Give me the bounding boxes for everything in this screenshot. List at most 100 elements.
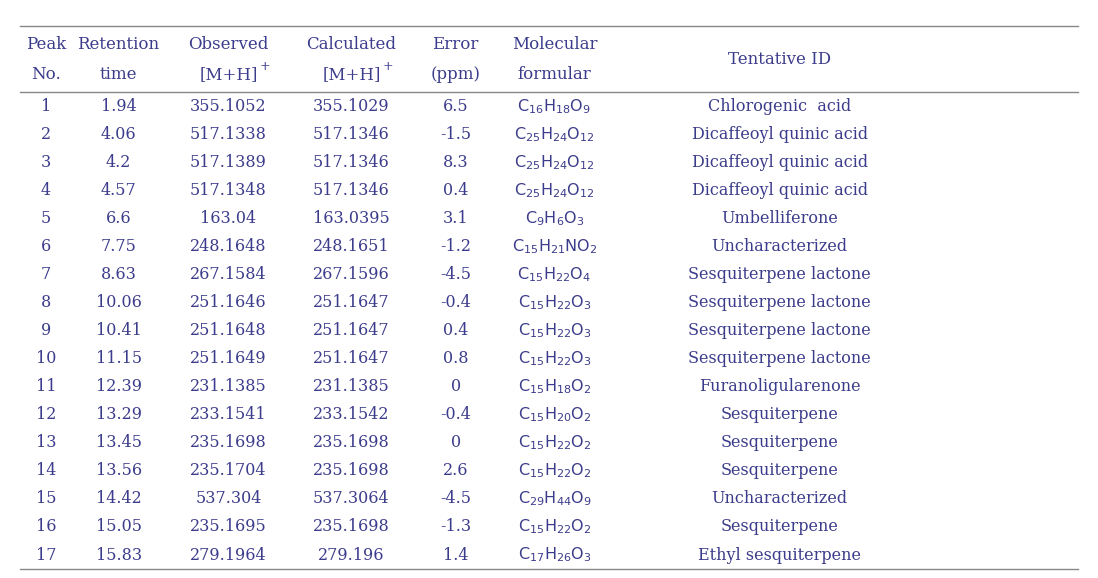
Text: $\mathregular{C_{15}H_{18}O_{2}}$: $\mathregular{C_{15}H_{18}O_{2}}$ [517,377,592,396]
Text: 251.1648: 251.1648 [190,323,267,339]
Text: 517.1389: 517.1389 [190,154,267,171]
Text: 235.1704: 235.1704 [190,462,267,479]
Text: 0: 0 [450,379,461,395]
Text: -0.4: -0.4 [440,406,471,423]
Text: $\mathregular{C_{15}H_{22}O_{3}}$: $\mathregular{C_{15}H_{22}O_{3}}$ [517,350,592,368]
Text: 6.5: 6.5 [442,98,469,115]
Text: 537.304: 537.304 [195,491,261,507]
Text: $\mathregular{C_{15}H_{20}O_{2}}$: $\mathregular{C_{15}H_{20}O_{2}}$ [517,406,592,424]
Text: 13.29: 13.29 [96,406,142,423]
Text: 279.196: 279.196 [318,547,384,564]
Text: Molecular: Molecular [512,36,597,53]
Text: 235.1698: 235.1698 [313,462,390,479]
Text: 12.39: 12.39 [96,379,142,395]
Text: Sesquiterpene lactone: Sesquiterpene lactone [688,266,871,283]
Text: 15.83: 15.83 [96,547,142,564]
Text: 5: 5 [41,210,52,227]
Text: $\mathregular{C_{25}H_{24}O_{12}}$: $\mathregular{C_{25}H_{24}O_{12}}$ [514,153,595,172]
Text: 233.1541: 233.1541 [190,406,267,423]
Text: $\mathregular{C_{16}H_{18}O_{9}}$: $\mathregular{C_{16}H_{18}O_{9}}$ [517,97,592,116]
Text: 251.1647: 251.1647 [313,294,390,311]
Text: 9: 9 [41,323,52,339]
Text: 251.1647: 251.1647 [313,323,390,339]
Text: 0.4: 0.4 [442,323,469,339]
Text: Sesquiterpene: Sesquiterpene [720,518,839,535]
Text: 13.45: 13.45 [96,435,142,451]
Text: 6: 6 [41,238,52,255]
Text: 7.75: 7.75 [101,238,136,255]
Text: $\mathregular{C_{15}H_{22}O_{4}}$: $\mathregular{C_{15}H_{22}O_{4}}$ [517,265,592,284]
Text: $\mathregular{C_{15}H_{21}NO_{2}}$: $\mathregular{C_{15}H_{21}NO_{2}}$ [512,238,597,256]
Text: Ethyl sesquiterpene: Ethyl sesquiterpene [698,547,861,564]
Text: [M+H]: [M+H] [199,66,258,83]
Text: 0: 0 [450,435,461,451]
Text: -4.5: -4.5 [440,491,471,507]
Text: [M+H]: [M+H] [322,66,381,83]
Text: Sesquiterpene lactone: Sesquiterpene lactone [688,350,871,367]
Text: 4.06: 4.06 [101,126,136,143]
Text: -1.5: -1.5 [440,126,471,143]
Text: (ppm): (ppm) [430,66,481,83]
Text: Calculated: Calculated [306,36,396,53]
Text: 267.1596: 267.1596 [313,266,390,283]
Text: $\mathregular{C_{15}H_{22}O_{2}}$: $\mathregular{C_{15}H_{22}O_{2}}$ [517,434,592,452]
Text: 517.1346: 517.1346 [313,154,390,171]
Text: 537.3064: 537.3064 [313,491,390,507]
Text: $\mathregular{C_{25}H_{24}O_{12}}$: $\mathregular{C_{25}H_{24}O_{12}}$ [514,125,595,144]
Text: 4: 4 [41,182,52,199]
Text: 14: 14 [36,462,56,479]
Text: 0.8: 0.8 [442,350,469,367]
Text: -0.4: -0.4 [440,294,471,311]
Text: -4.5: -4.5 [440,266,471,283]
Text: 1.4: 1.4 [442,547,469,564]
Text: 355.1052: 355.1052 [190,98,267,115]
Text: Dicaffeoyl quinic acid: Dicaffeoyl quinic acid [692,126,867,143]
Text: $\mathregular{C_{15}H_{22}O_{2}}$: $\mathregular{C_{15}H_{22}O_{2}}$ [517,518,592,536]
Text: Sesquiterpene lactone: Sesquiterpene lactone [688,294,871,311]
Text: Chlorogenic  acid: Chlorogenic acid [708,98,851,115]
Text: 231.1385: 231.1385 [313,379,390,395]
Text: $\mathregular{C_{15}H_{22}O_{3}}$: $\mathregular{C_{15}H_{22}O_{3}}$ [517,294,592,312]
Text: 11: 11 [36,379,56,395]
Text: 14.42: 14.42 [96,491,142,507]
Text: Uncharacterized: Uncharacterized [712,238,848,255]
Text: 13.56: 13.56 [96,462,142,479]
Text: Retention: Retention [78,36,159,53]
Text: 6.6: 6.6 [105,210,132,227]
Text: 235.1695: 235.1695 [190,518,267,535]
Text: 17: 17 [36,547,56,564]
Text: 8.3: 8.3 [442,154,469,171]
Text: 1.94: 1.94 [101,98,136,115]
Text: 2.6: 2.6 [442,462,469,479]
Text: formular: formular [517,66,592,83]
Text: Dicaffeoyl quinic acid: Dicaffeoyl quinic acid [692,182,867,199]
Text: 163.04: 163.04 [200,210,257,227]
Text: $\mathregular{C_{15}H_{22}O_{2}}$: $\mathregular{C_{15}H_{22}O_{2}}$ [517,462,592,480]
Text: +: + [382,60,393,73]
Text: Sesquiterpene: Sesquiterpene [720,406,839,423]
Text: 248.1648: 248.1648 [190,238,267,255]
Text: $\mathregular{C_{29}H_{44}O_{9}}$: $\mathregular{C_{29}H_{44}O_{9}}$ [517,490,592,508]
Text: Uncharacterized: Uncharacterized [712,491,848,507]
Text: 11.15: 11.15 [96,350,142,367]
Text: Peak: Peak [26,36,66,53]
Text: 4.57: 4.57 [101,182,136,199]
Text: Sesquiterpene: Sesquiterpene [720,462,839,479]
Text: $\mathregular{C_{9}H_{6}O_{3}}$: $\mathregular{C_{9}H_{6}O_{3}}$ [525,209,584,228]
Text: 517.1346: 517.1346 [313,182,390,199]
Text: 279.1964: 279.1964 [190,547,267,564]
Text: 2: 2 [41,126,52,143]
Text: 7: 7 [41,266,52,283]
Text: 15: 15 [36,491,56,507]
Text: 8: 8 [41,294,52,311]
Text: Furanoligularenone: Furanoligularenone [698,379,861,395]
Text: 163.0395: 163.0395 [313,210,390,227]
Text: 267.1584: 267.1584 [190,266,267,283]
Text: $\mathregular{C_{17}H_{26}O_{3}}$: $\mathregular{C_{17}H_{26}O_{3}}$ [517,546,592,564]
Text: 251.1646: 251.1646 [190,294,267,311]
Text: 16: 16 [36,518,56,535]
Text: 355.1029: 355.1029 [313,98,390,115]
Text: 10.06: 10.06 [96,294,142,311]
Text: Sesquiterpene lactone: Sesquiterpene lactone [688,323,871,339]
Text: 235.1698: 235.1698 [313,518,390,535]
